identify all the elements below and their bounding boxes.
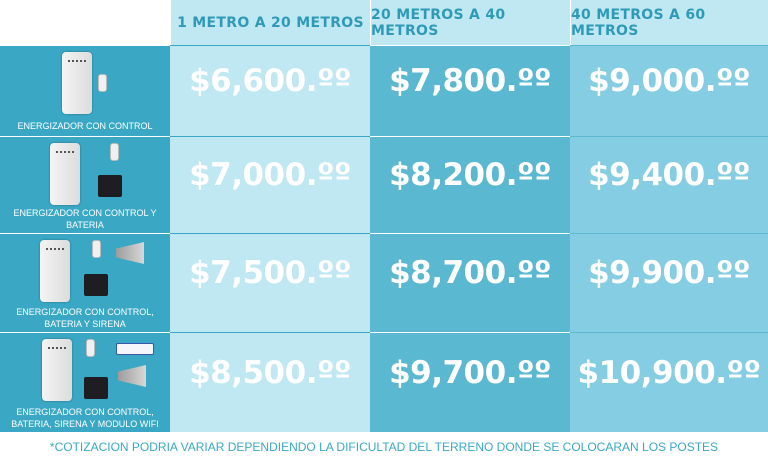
price-value: $8,200.ºº [389, 157, 551, 193]
header-range-3: 40 METROS A 60 METROS [570, 0, 768, 45]
product-cell: ENERGIZADOR CON CONTROL, BATERIA Y SIREN… [0, 233, 170, 332]
product-label: ENERGIZADOR CON CONTROL, BATERIA, SIRENA… [11, 407, 159, 429]
price-cell: $8,200.ºº [370, 136, 570, 233]
price-value: $8,700.ºº [389, 255, 551, 291]
battery-icon [84, 377, 108, 399]
footnote-disclaimer: *COTIZACION PODRIA VARIAR DEPENDIENDO LA… [49, 440, 719, 454]
price-value: $7,000.ºº [189, 157, 351, 193]
price-value: $9,700.ºº [389, 354, 551, 391]
price-cell: $7,500.ºº [170, 233, 370, 332]
product-label: ENERGIZADOR CON CONTROL Y BATERIA [13, 208, 157, 230]
energizer-unit-icon [50, 143, 80, 205]
product-image [10, 141, 160, 211]
header-range-1: 1 METRO A 20 METROS [170, 0, 370, 45]
price-cell: $8,700.ºº [370, 233, 570, 332]
price-cell: $9,000.ºº [570, 45, 768, 136]
product-cell: ENERGIZADOR CON CONTROL, BATERIA, SIRENA… [0, 332, 170, 432]
siren-horn-icon [118, 365, 146, 387]
battery-icon [84, 274, 108, 296]
price-cell: $6,600.ºº [170, 45, 370, 136]
product-cell: ENERGIZADOR CON CONTROL [0, 45, 170, 136]
price-value: $8,500.ºº [189, 354, 351, 391]
price-value: $9,400.ºº [588, 157, 750, 193]
remote-control-icon [86, 339, 95, 357]
price-value: $9,900.ºº [588, 255, 750, 291]
price-cell: $7,000.ºº [170, 136, 370, 233]
price-cell: $9,900.ºº [570, 233, 768, 332]
battery-icon [98, 175, 122, 197]
price-cell: $10,900.ºº [570, 332, 768, 432]
price-value: $9,000.ºº [588, 63, 750, 99]
product-cell: ENERGIZADOR CON CONTROL Y BATERIA [0, 136, 170, 233]
table-corner [0, 0, 170, 45]
price-cell: $9,400.ºº [570, 136, 768, 233]
price-value: $7,800.ºº [389, 63, 551, 99]
product-image [10, 337, 160, 407]
price-cell: $9,700.ºº [370, 332, 570, 432]
price-value: $6,600.ºº [189, 63, 351, 99]
product-image [10, 50, 160, 120]
product-image [10, 238, 160, 308]
price-cell: $8,500.ºº [170, 332, 370, 432]
energizer-unit-icon [62, 52, 92, 114]
price-value: $10,900.ºº [577, 354, 761, 391]
remote-control-icon [110, 143, 119, 161]
price-cell: $7,800.ºº [370, 45, 570, 136]
energizer-unit-icon [42, 339, 72, 401]
remote-control-icon [98, 74, 107, 92]
wifi-module-icon [116, 343, 154, 355]
header-range-2: 20 METROS A 40 METROS [370, 0, 570, 45]
remote-control-icon [92, 240, 101, 258]
price-table: 1 METRO A 20 METROS 20 METROS A 40 METRO… [0, 0, 768, 432]
energizer-unit-icon [40, 240, 70, 302]
product-label: ENERGIZADOR CON CONTROL [17, 121, 153, 131]
product-label: ENERGIZADOR CON CONTROL, BATERIA Y SIREN… [16, 307, 154, 329]
siren-horn-icon [116, 242, 144, 264]
price-value: $7,500.ºº [189, 255, 351, 291]
